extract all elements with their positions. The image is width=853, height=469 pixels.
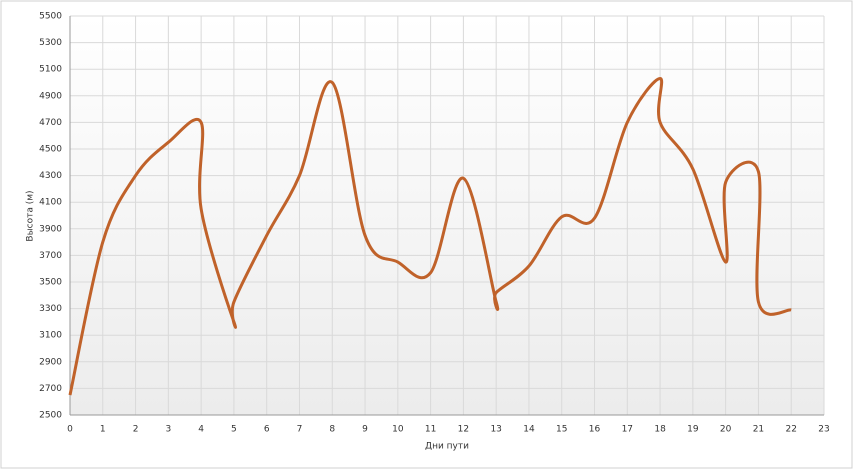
x-tick-label: 21 [753,425,764,435]
x-tick-label: 19 [687,425,699,435]
x-tick-label: 5 [231,425,237,435]
y-tick-label: 3500 [39,278,62,288]
x-tick-label: 18 [654,425,666,435]
y-tick-label: 5300 [39,38,62,48]
y-tick-label: 4100 [39,198,62,208]
x-tick-label: 20 [720,425,732,435]
x-tick-label: 6 [264,425,270,435]
y-tick-label: 3700 [39,251,62,261]
x-tick-label: 14 [523,425,535,435]
x-tick-label: 3 [165,425,171,435]
x-tick-label: 0 [67,425,73,435]
x-tick-label: 11 [425,425,436,435]
x-tick-label: 17 [622,425,633,435]
y-tick-label: 3100 [39,331,62,341]
x-tick-label: 1 [100,425,106,435]
x-tick-label: 22 [785,425,796,435]
x-tick-label: 15 [556,425,567,435]
y-tick-label: 3900 [39,224,62,234]
x-tick-label: 23 [818,425,829,435]
y-tick-label: 2500 [39,411,62,421]
x-tick-label: 7 [297,425,303,435]
y-tick-label: 4700 [39,118,62,128]
y-tick-label: 4300 [39,171,62,181]
x-tick-label: 2 [133,425,139,435]
x-tick-label: 8 [329,425,335,435]
data-line [68,77,792,396]
y-tick-label: 4900 [39,91,62,101]
x-tick-label: 16 [589,425,601,435]
y-tick-label: 2900 [39,357,62,367]
x-tick-label: 12 [458,425,469,435]
y-tick-label: 3300 [39,304,62,314]
y-tick-label: 5100 [39,65,62,75]
y-tick-label: 2700 [39,384,62,394]
x-tick-label: 4 [198,425,204,435]
y-tick-label: 5500 [39,12,62,22]
x-axis-title: Дни пути [425,442,469,452]
x-tick-label: 10 [392,425,404,435]
y-axis-title: Высота (м) [26,190,36,241]
x-tick-label: 13 [490,425,501,435]
y-tick-label: 4500 [39,145,62,155]
x-tick-label: 9 [362,425,368,435]
